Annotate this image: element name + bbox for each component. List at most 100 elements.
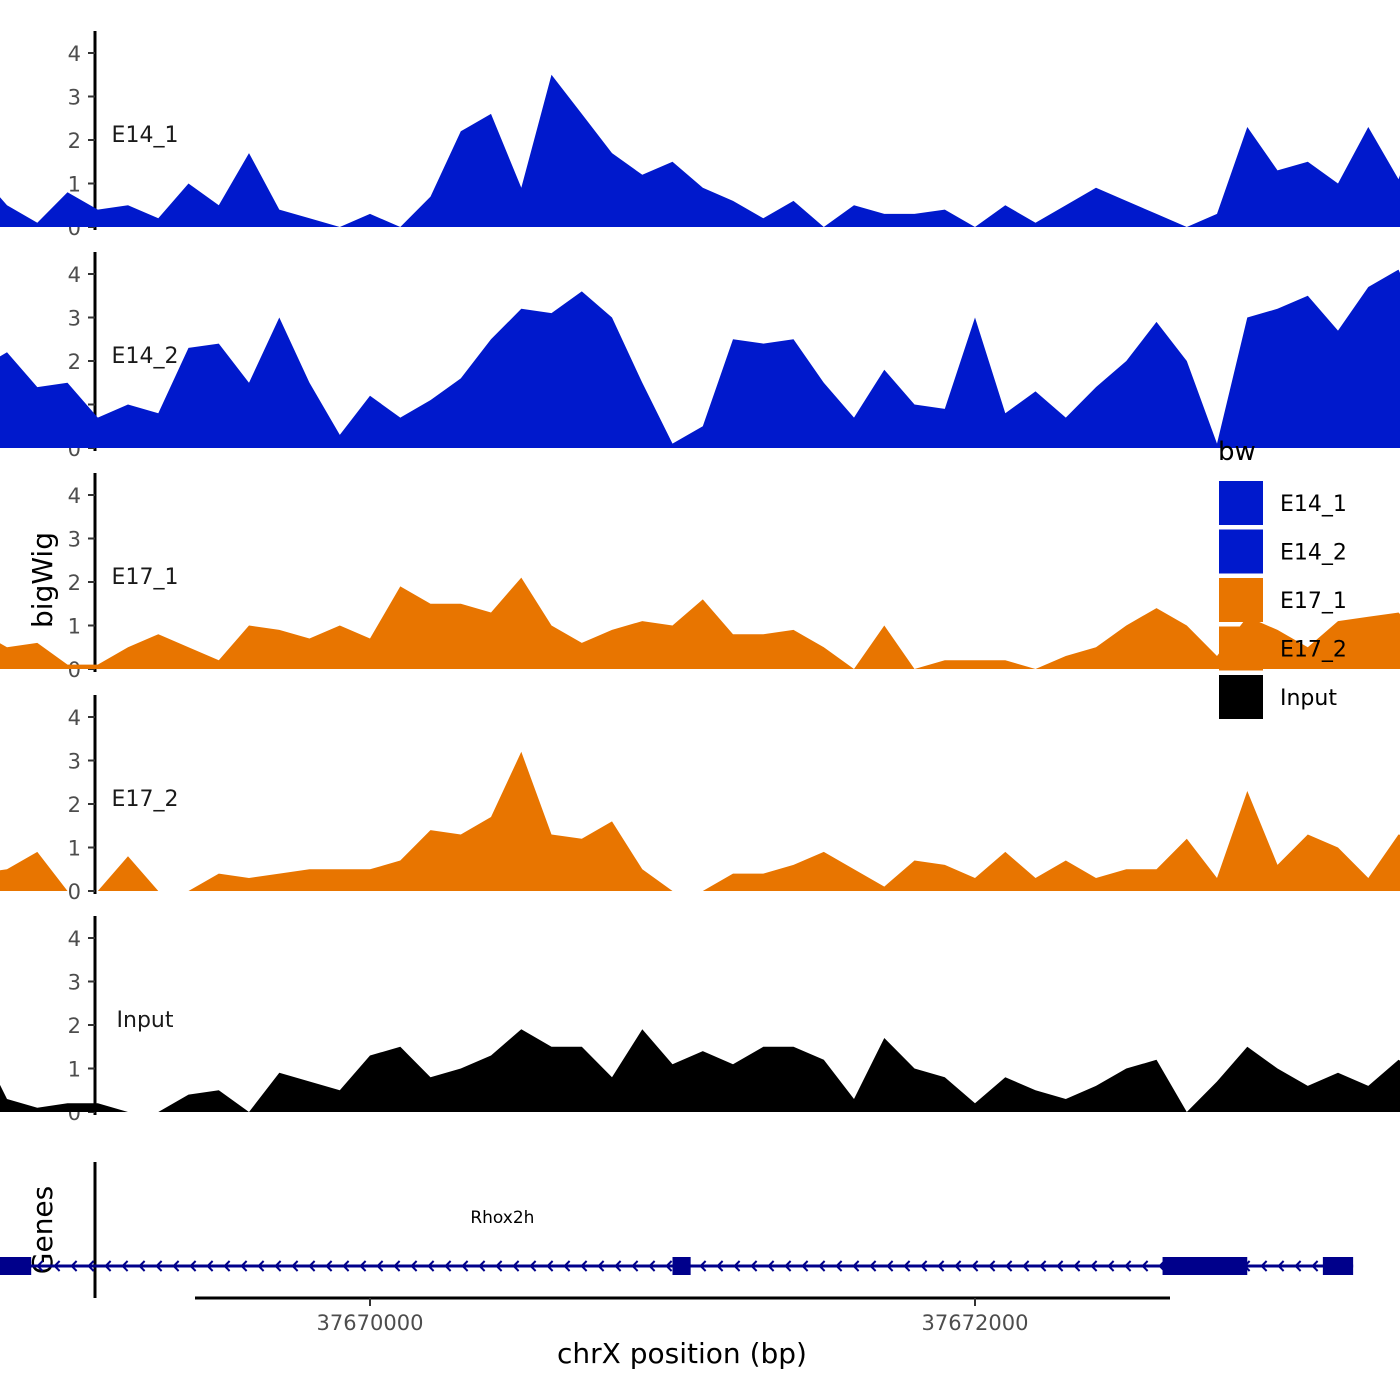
signal-area xyxy=(0,577,1400,669)
strand-arrow xyxy=(563,1260,571,1272)
y-tick-label: 1 xyxy=(68,837,81,861)
strand-arrow xyxy=(1294,1260,1302,1272)
legend-item: E14_2 xyxy=(1219,529,1347,574)
strand-arrow xyxy=(954,1260,962,1272)
strand-arrow xyxy=(495,1260,503,1272)
y-tick-label: 0 xyxy=(68,658,81,682)
strand-arrow xyxy=(172,1260,180,1272)
strand-arrow xyxy=(257,1260,265,1272)
legend-swatch xyxy=(1219,529,1263,574)
strand-arrow xyxy=(648,1260,656,1272)
strand-arrow xyxy=(597,1260,605,1272)
track-label: E17_1 xyxy=(112,565,179,590)
strand-arrow xyxy=(937,1260,945,1272)
track-label: E14_2 xyxy=(112,344,179,369)
y-tick-label: 3 xyxy=(68,528,81,552)
strand-arrow xyxy=(308,1260,316,1272)
legend-swatch xyxy=(1219,626,1263,671)
y-tick-label: 3 xyxy=(68,750,81,774)
strand-arrow xyxy=(1260,1260,1268,1272)
strand-arrow xyxy=(1039,1260,1047,1272)
strand-arrow xyxy=(699,1260,707,1272)
legend-label: E14_2 xyxy=(1280,541,1347,566)
legend-swatch xyxy=(1219,675,1263,719)
legend-title: bw xyxy=(1218,437,1256,467)
legend-item: E17_1 xyxy=(1219,578,1347,622)
legend: bw E14_1 E14_2 E17_1 E17_2 Input xyxy=(1218,437,1347,719)
strand-arrow xyxy=(1107,1260,1115,1272)
signal-area xyxy=(0,751,1400,891)
exon xyxy=(1322,1257,1354,1275)
legend-label: E17_1 xyxy=(1280,589,1347,614)
strand-arrow xyxy=(478,1260,486,1272)
strand-arrow xyxy=(155,1260,163,1272)
y-tick-label: 3 xyxy=(68,971,81,995)
strand-arrow xyxy=(410,1260,418,1272)
exon xyxy=(0,1257,32,1275)
strand-arrow xyxy=(614,1260,622,1272)
strand-arrow xyxy=(53,1260,61,1272)
y-tick-label: 1 xyxy=(68,615,81,639)
strand-arrow xyxy=(291,1260,299,1272)
y-tick-label: 4 xyxy=(68,927,81,951)
y-tick-label: 3 xyxy=(68,307,81,331)
y-tick-label: 0 xyxy=(68,880,81,904)
strand-arrow xyxy=(631,1260,639,1272)
signal-tracks: 01234E14_101234E14_201234E17_101234E17_2… xyxy=(0,31,1400,1125)
strand-arrow xyxy=(1277,1260,1285,1272)
y-tick-label: 3 xyxy=(68,86,81,110)
y-axis-title: bigWig xyxy=(26,532,59,628)
track-label: E17_2 xyxy=(112,787,179,812)
signal-area xyxy=(0,74,1400,227)
strand-arrow xyxy=(546,1260,554,1272)
x-axis: 376700003767200037674000 chrX position (… xyxy=(195,1296,1170,1370)
strand-arrow xyxy=(70,1260,78,1272)
strand-arrow xyxy=(818,1260,826,1272)
x-tick-label: 37670000 xyxy=(317,1311,424,1335)
y-tick-label: 1 xyxy=(68,173,81,197)
legend-label: E17_2 xyxy=(1280,638,1347,663)
strand-arrow xyxy=(376,1260,384,1272)
signal-area xyxy=(0,1029,1400,1112)
strand-arrow xyxy=(1022,1260,1030,1272)
genes-track: Genes Rhox2h xyxy=(0,1162,1354,1298)
strand-arrow xyxy=(512,1260,520,1272)
track-e17-1: 0 1 2 3 4 E17_1 xyxy=(0,473,1400,682)
legend-label: E14_1 xyxy=(1280,492,1347,517)
genes-track-title: Genes xyxy=(26,1186,59,1274)
gene-name-label: Rhox2h xyxy=(470,1208,534,1228)
y-tick-label: 2 xyxy=(68,350,81,374)
strand-arrow xyxy=(1073,1260,1081,1272)
strand-arrow xyxy=(852,1260,860,1272)
y-tick-label: 4 xyxy=(68,42,81,66)
strand-arrow xyxy=(529,1260,537,1272)
strand-arrow xyxy=(1090,1260,1098,1272)
strand-arrow xyxy=(1141,1260,1149,1272)
legend-item: Input xyxy=(1219,675,1337,719)
legend-swatch xyxy=(1219,481,1263,525)
strand-arrow xyxy=(835,1260,843,1272)
gene-models: Rhox2h xyxy=(0,1208,1354,1275)
y-tick-label: 4 xyxy=(68,484,81,508)
legend-item: E14_1 xyxy=(1219,481,1347,525)
strand-arrow xyxy=(461,1260,469,1272)
strand-arrow xyxy=(189,1260,197,1272)
strand-arrow xyxy=(784,1260,792,1272)
x-tick-label: 37672000 xyxy=(922,1311,1029,1335)
strand-arrow xyxy=(733,1260,741,1272)
strand-arrow xyxy=(87,1260,95,1272)
strand-arrow xyxy=(716,1260,724,1272)
strand-arrow xyxy=(104,1260,112,1272)
y-tick-label: 1 xyxy=(68,1058,81,1082)
legend-swatch xyxy=(1219,578,1263,622)
gene-model: Rhox2h xyxy=(0,1208,1354,1275)
strand-arrow xyxy=(869,1260,877,1272)
track-e17-2: 0 1 2 3 4 E17_2 xyxy=(0,695,1400,904)
strand-arrow xyxy=(750,1260,758,1272)
strand-arrow xyxy=(1124,1260,1132,1272)
